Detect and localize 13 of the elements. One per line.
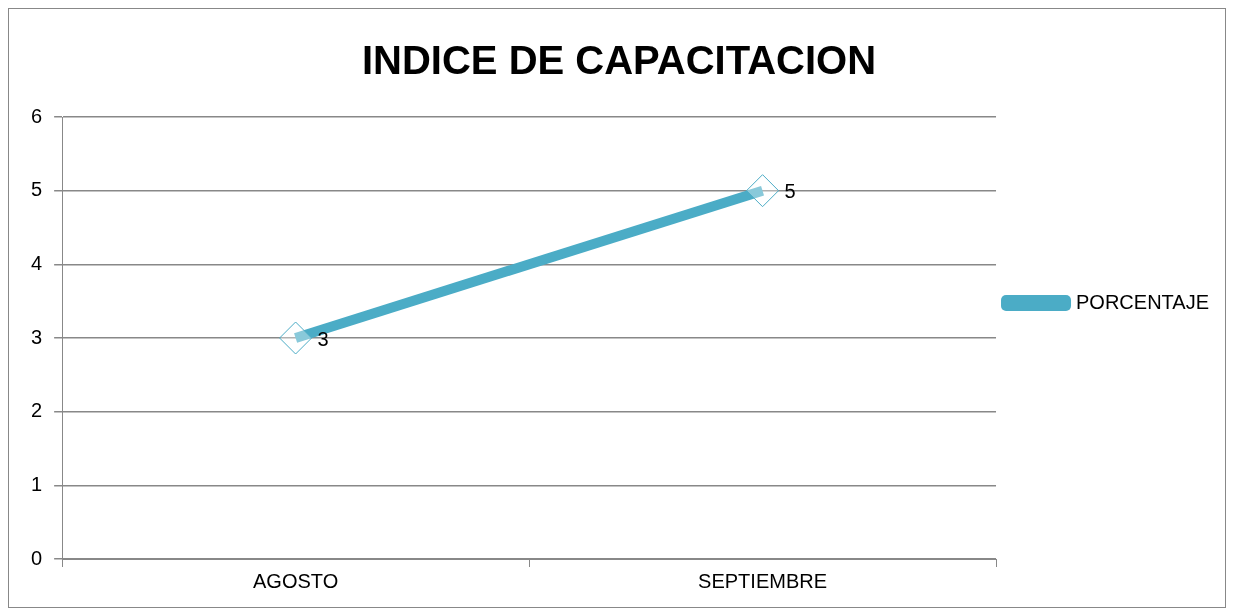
y-tick-label: 1 [31,472,43,495]
x-tick-label: AGOSTO [252,569,339,592]
y-tick-label: 3 [31,325,43,348]
data-label: 3 [317,327,329,350]
legend-label: PORCENTAJE [1076,290,1210,313]
y-tick-label: 6 [31,104,43,127]
y-tick-label: 0 [31,546,43,569]
y-tick-label: 4 [31,251,43,274]
data-label: 5 [784,180,796,203]
chart-title: INDICE DE CAPACITACION [361,38,877,83]
y-tick-label: 2 [31,399,43,422]
y-tick-label: 5 [31,178,43,201]
x-tick-label: SEPTIEMBRE [698,569,828,592]
